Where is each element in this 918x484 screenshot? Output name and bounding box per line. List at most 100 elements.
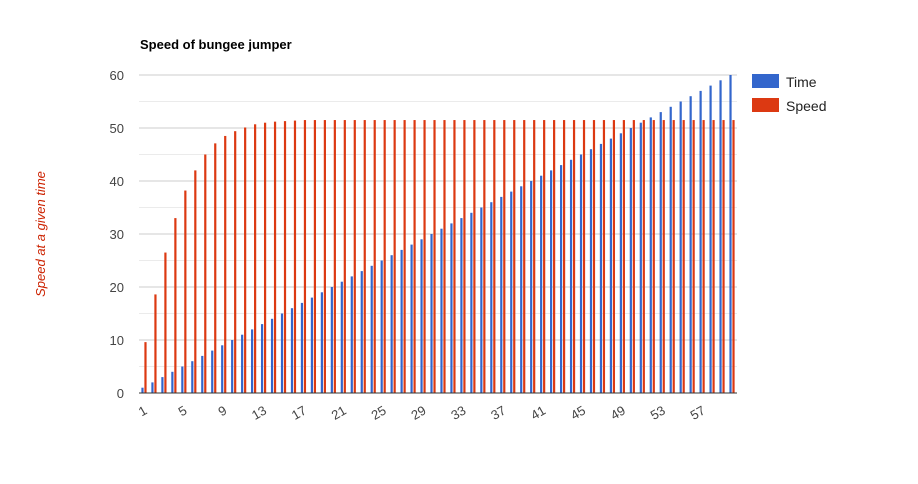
bar-time <box>330 287 333 393</box>
bar-time <box>191 361 194 393</box>
x-tick-label: 1 <box>136 403 150 420</box>
bar-speed <box>353 120 356 394</box>
bar-time <box>370 265 373 393</box>
bar-time <box>470 212 473 393</box>
bar-time <box>141 387 144 393</box>
bar-speed <box>463 120 466 394</box>
bar-speed <box>283 121 287 394</box>
bar-speed <box>662 120 665 394</box>
bar-time <box>400 249 403 393</box>
bar-speed <box>642 120 645 394</box>
bars <box>141 75 735 394</box>
bar-time <box>609 138 613 393</box>
bar-time <box>390 255 393 393</box>
bar-time <box>719 80 722 394</box>
bar-speed <box>682 120 685 394</box>
bar-time <box>709 85 712 393</box>
bar-time <box>500 196 503 393</box>
gridlines <box>139 74 737 394</box>
bar-speed <box>224 135 227 393</box>
y-axis-label: Speed at a given time <box>33 171 48 297</box>
bar-time <box>510 191 513 393</box>
bar-speed <box>722 120 725 394</box>
bar-speed <box>453 120 456 394</box>
bar-time <box>659 112 662 393</box>
bar-time <box>320 292 323 393</box>
bar-speed <box>293 120 297 393</box>
x-tick-label: 9 <box>215 403 229 420</box>
x-tick-label: 37 <box>488 403 508 423</box>
bar-speed <box>572 120 576 394</box>
bar-speed <box>523 120 526 394</box>
y-tick-label: 40 <box>110 174 124 189</box>
legend-label-speed: Speed <box>786 98 826 114</box>
bar-speed <box>214 143 217 393</box>
bar-speed <box>254 124 257 393</box>
bar-time <box>231 340 234 393</box>
y-tick-label: 60 <box>110 68 124 83</box>
bar-time <box>270 318 274 393</box>
bar-time <box>689 96 692 393</box>
bar-speed <box>273 121 277 393</box>
bar-time <box>649 117 652 394</box>
bar-speed <box>343 120 346 394</box>
bar-speed <box>503 120 506 394</box>
bar-speed <box>194 170 197 393</box>
bar-speed <box>692 120 695 394</box>
bar-time <box>181 366 184 393</box>
bar-time <box>380 260 383 393</box>
bar-time <box>221 345 224 393</box>
bar-time <box>290 308 294 393</box>
y-tick-label: 0 <box>117 386 124 401</box>
bar-time <box>569 159 573 393</box>
x-tick-label: 45 <box>568 403 588 423</box>
bar-speed <box>493 120 496 394</box>
bar-speed <box>702 120 705 394</box>
x-tick-label: 41 <box>528 403 548 423</box>
bar-speed <box>553 120 556 394</box>
bar-speed <box>313 120 317 394</box>
bar-time <box>430 234 433 393</box>
bar-speed <box>712 120 715 394</box>
x-tick-label: 57 <box>688 403 708 423</box>
bar-speed <box>582 120 586 394</box>
bar-time <box>300 302 304 393</box>
bar-time <box>530 181 533 393</box>
bar-time <box>161 377 164 393</box>
bar-speed <box>263 122 267 393</box>
bar-speed <box>423 120 426 394</box>
bar-speed <box>204 154 207 393</box>
bar-time <box>629 128 632 393</box>
x-tick-label: 21 <box>329 403 349 423</box>
x-tick-label: 33 <box>448 403 468 423</box>
bar-time <box>360 271 363 393</box>
x-tick-label: 25 <box>369 403 389 423</box>
bar-time <box>639 122 642 393</box>
legend-swatch-time <box>752 74 779 88</box>
bar-time <box>540 175 543 393</box>
bar-speed <box>483 120 486 394</box>
bar-time <box>410 244 413 393</box>
bar-speed <box>393 120 396 394</box>
bar-speed <box>144 342 147 393</box>
bar-speed <box>323 120 326 394</box>
bar-speed <box>473 120 476 394</box>
bar-speed <box>303 120 307 394</box>
bar-time <box>460 218 463 393</box>
bar-time <box>550 170 553 393</box>
x-tick-label: 49 <box>608 403 628 423</box>
bar-time <box>450 223 453 393</box>
bar-speed <box>622 120 625 394</box>
bar-speed <box>164 252 167 393</box>
y-tick-label: 10 <box>110 333 124 348</box>
legend: Time Speed <box>752 74 826 114</box>
x-axis-ticks: 1 5 9 13 17 21 25 29 33 37 41 45 49 53 57 <box>136 403 708 423</box>
legend-swatch-speed <box>752 98 779 112</box>
x-tick-label: 17 <box>289 403 309 423</box>
bar-speed <box>543 120 546 394</box>
x-tick-label: 13 <box>249 403 269 423</box>
bar-time <box>559 165 563 393</box>
bar-speed <box>154 294 157 393</box>
bar-speed <box>612 120 616 394</box>
bar-time <box>599 143 603 393</box>
